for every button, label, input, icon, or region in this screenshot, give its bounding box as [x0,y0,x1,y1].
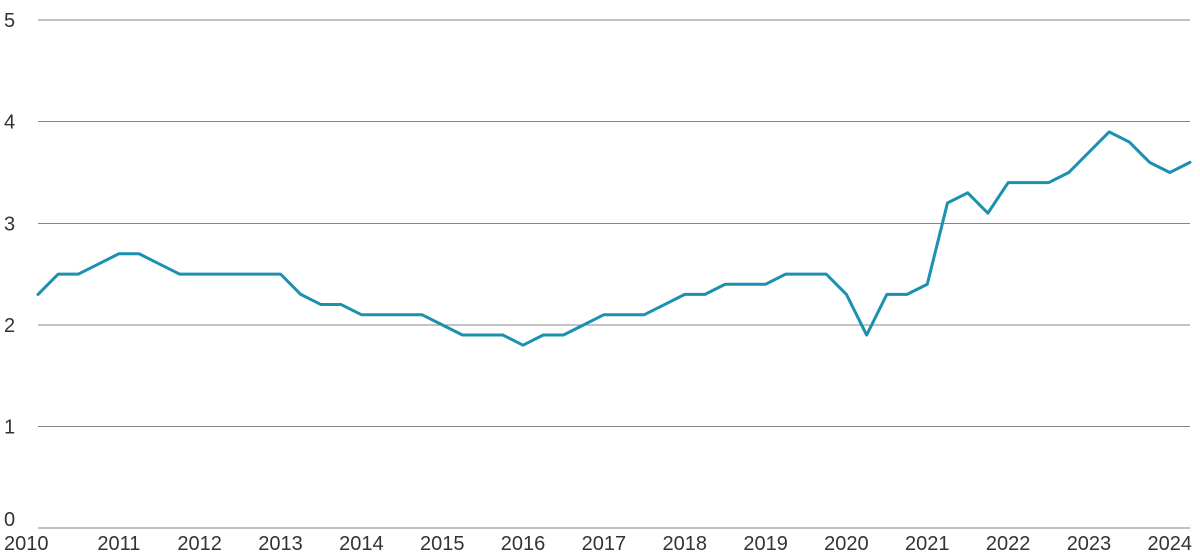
y-tick-label: 1 [4,416,15,438]
x-tick-label: 2012 [177,533,222,555]
x-tick-label: 2010 [4,533,49,555]
x-tick-label: 2022 [986,533,1031,555]
y-tick-label: 5 [4,10,15,32]
y-tick-label: 2 [4,315,15,337]
x-tick-label: 2013 [258,533,303,555]
x-tick-label: 2015 [420,533,465,555]
x-tick-label: 2016 [501,533,546,555]
x-tick-label: 2017 [582,533,627,555]
chart-svg: 0 1 2 3 4 5 2010 2011 2012 2013 2014 2015 2016 2017 20… [0,0,1200,558]
y-tick-label: 3 [4,213,15,235]
line-chart: 0 1 2 3 4 5 2010 2011 2012 2013 2014 2015 2016 2017 20… [0,0,1200,558]
x-tick-label: 2020 [824,533,869,555]
x-tick-label: 2021 [905,533,950,555]
y-tick-label: 4 [4,112,15,134]
x-tick-label: 2023 [1067,533,1112,555]
x-tick-label: 2014 [339,533,384,555]
x-tick-label: 2018 [662,533,707,555]
y-tick-label: 0 [4,509,15,531]
x-tick-label: 2024 [1148,533,1193,555]
x-tick-label: 2011 [97,533,140,555]
x-tick-label: 2019 [743,533,788,555]
